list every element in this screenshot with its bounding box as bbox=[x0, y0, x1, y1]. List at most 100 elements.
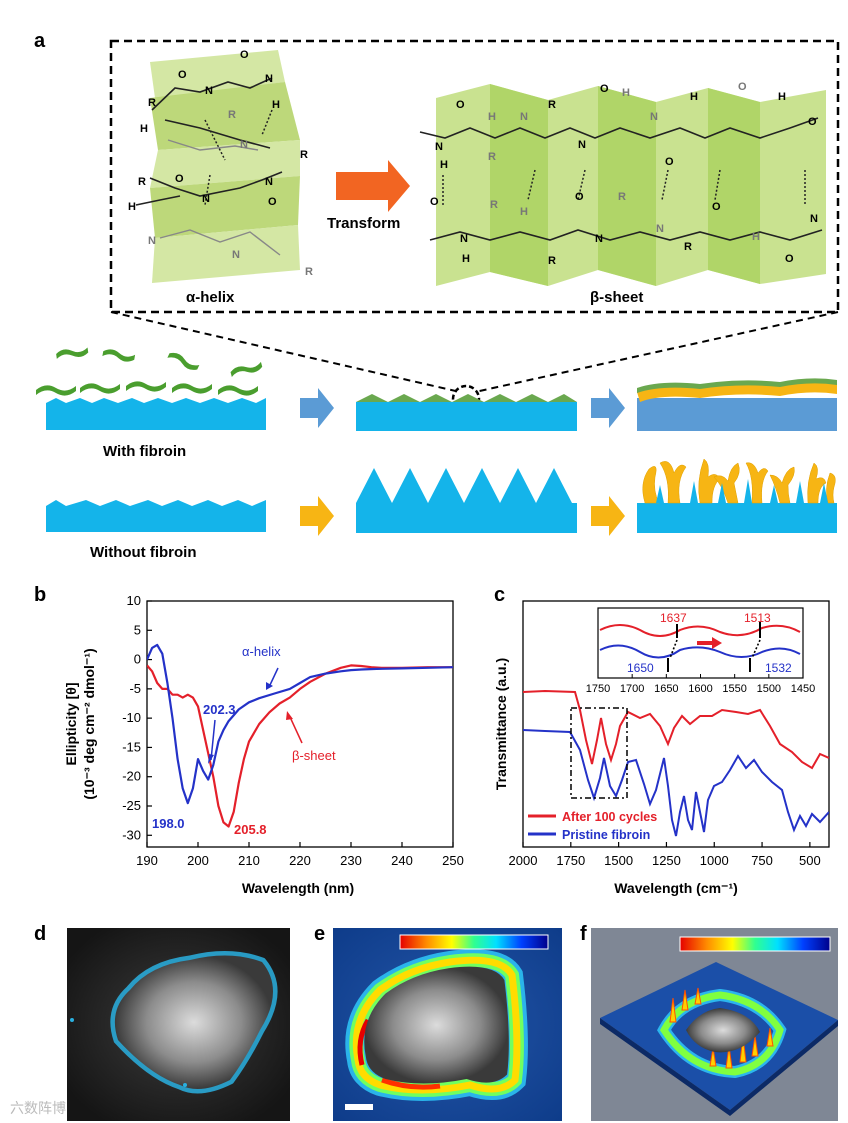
x-tick-label-b: 240 bbox=[391, 853, 413, 868]
dendrite-deposit bbox=[637, 458, 837, 533]
y-axis-label-c: Transmittance (a.u.) bbox=[493, 658, 509, 790]
y-tick-label-b: -5 bbox=[129, 681, 141, 696]
arrow-blue-1 bbox=[300, 388, 334, 428]
inset-x-tick-label: 1650 bbox=[654, 683, 678, 695]
zoom-box bbox=[109, 39, 840, 314]
series-line-beta-sheet bbox=[147, 664, 453, 828]
panel-label-a: a bbox=[34, 30, 46, 52]
x-tick-label-b: 210 bbox=[238, 853, 260, 868]
cd-spectrum-chart: 190 200 210 220 230 240 250 10 5 0 -5 -10 -15 -20 -25 -… bbox=[63, 593, 464, 896]
svg-text:N: N bbox=[656, 223, 664, 235]
svg-text:H: H bbox=[520, 206, 528, 218]
inset-x-tick-label: 1450 bbox=[791, 683, 815, 695]
beta-sheet-label: β-sheet bbox=[590, 289, 643, 306]
svg-text:N: N bbox=[240, 139, 248, 151]
y-axis-label-b-2: (10⁻³ deg cm⁻² dmol⁻¹) bbox=[81, 648, 97, 799]
svg-text:O: O bbox=[268, 196, 277, 208]
svg-text:O: O bbox=[785, 253, 794, 265]
x-tick-label-b: 230 bbox=[340, 853, 362, 868]
legend-label-pristine: Pristine fibroin bbox=[562, 828, 650, 842]
coated-substrate bbox=[356, 394, 577, 431]
inset-line-pristine bbox=[599, 644, 801, 659]
inset-shift-2 bbox=[751, 639, 761, 659]
svg-text:N: N bbox=[520, 111, 528, 123]
y-tick-label-b: -25 bbox=[122, 798, 141, 813]
x-tick-label-c: 1000 bbox=[700, 853, 729, 868]
x-tick-label-c: 750 bbox=[751, 853, 773, 868]
inset-label-1637: 1637 bbox=[660, 611, 687, 625]
svg-text:R: R bbox=[548, 99, 556, 111]
x-tick-label-c: 2000 bbox=[509, 853, 538, 868]
svg-text:H: H bbox=[622, 87, 630, 99]
arrow-gold-2 bbox=[591, 496, 625, 536]
y-tick-label-b: 10 bbox=[127, 593, 141, 608]
svg-text:N: N bbox=[232, 249, 240, 261]
y-tick-label-b: -10 bbox=[122, 710, 141, 725]
svg-text:H: H bbox=[128, 201, 136, 213]
y-tick-label-b: 5 bbox=[134, 622, 141, 637]
series-line-alpha-helix bbox=[147, 643, 453, 805]
svg-text:N: N bbox=[265, 176, 273, 188]
uniform-deposit bbox=[637, 378, 837, 431]
legend-label-after: After 100 cycles bbox=[562, 810, 657, 824]
annot-arrowhead-202 bbox=[208, 754, 214, 764]
x-axis-label-c: Wavelength (cm⁻¹) bbox=[614, 880, 738, 896]
svg-text:O: O bbox=[575, 191, 584, 203]
svg-text:O: O bbox=[175, 173, 184, 185]
heatmap-image-e bbox=[333, 928, 562, 1121]
inset-label-1650: 1650 bbox=[627, 661, 654, 675]
ftir-line-pristine bbox=[523, 729, 829, 837]
svg-text:R: R bbox=[148, 97, 156, 109]
inset-x-tick-label: 1500 bbox=[757, 683, 781, 695]
with-fibroin-label: With fibroin bbox=[103, 443, 186, 460]
svg-text:H: H bbox=[440, 159, 448, 171]
annot-peak-205: 205.8 bbox=[234, 822, 267, 837]
svg-text:H: H bbox=[778, 91, 786, 103]
inset-x-tick-label: 1700 bbox=[620, 683, 644, 695]
inset-x-tick-label: 1600 bbox=[688, 683, 712, 695]
y-tick-label-b: -15 bbox=[122, 739, 141, 754]
svg-text:N: N bbox=[460, 233, 468, 245]
svg-text:R: R bbox=[618, 191, 626, 203]
annot-arrow-202 bbox=[210, 719, 216, 761]
svg-text:H: H bbox=[140, 123, 148, 135]
svg-text:R: R bbox=[490, 199, 498, 211]
inset-highlight-box bbox=[570, 707, 628, 799]
x-tick-label-b: 220 bbox=[289, 853, 311, 868]
inset-label-1532: 1532 bbox=[765, 661, 792, 675]
svg-text:N: N bbox=[148, 235, 156, 247]
inset-line-after bbox=[599, 624, 801, 637]
svg-text:O: O bbox=[178, 69, 187, 81]
svg-text:O: O bbox=[430, 196, 439, 208]
svg-text:N: N bbox=[265, 73, 273, 85]
annot-peak-202: 202.3 bbox=[203, 702, 236, 717]
panel-label-b: b bbox=[34, 584, 46, 606]
svg-text:H: H bbox=[272, 99, 280, 111]
svg-text:O: O bbox=[240, 49, 249, 61]
svg-text:R: R bbox=[228, 109, 236, 121]
zoom-line-left bbox=[110, 311, 461, 393]
transform-arrow bbox=[336, 160, 410, 212]
svg-text:N: N bbox=[205, 85, 213, 97]
inset-x-tick-label: 1550 bbox=[722, 683, 746, 695]
annot-peak-198: 198.0 bbox=[152, 816, 185, 831]
zoom-line-right bbox=[474, 311, 839, 393]
fluorescence-image-d bbox=[67, 928, 290, 1121]
svg-text:R: R bbox=[305, 266, 313, 278]
panel-label-e: e bbox=[314, 923, 325, 945]
y-tick-label-b: -30 bbox=[122, 827, 141, 842]
svg-text:R: R bbox=[684, 241, 692, 253]
rough-substrate bbox=[356, 468, 577, 533]
annot-alpha-helix: α-helix bbox=[242, 644, 281, 659]
svg-text:O: O bbox=[600, 83, 609, 95]
svg-text:O: O bbox=[456, 99, 465, 111]
x-tick-label-c: 1250 bbox=[652, 853, 681, 868]
beta-sheet-diagram: O N H H R N R N O H N H O O H O O N H R … bbox=[419, 81, 826, 286]
watermark: 六数阵博 bbox=[10, 1100, 66, 1116]
svg-text:O: O bbox=[665, 156, 674, 168]
svg-text:O: O bbox=[712, 201, 721, 213]
3d-heatmap-f bbox=[591, 928, 838, 1121]
svg-text:N: N bbox=[435, 141, 443, 153]
y-tick-label-b: 0 bbox=[134, 652, 141, 667]
